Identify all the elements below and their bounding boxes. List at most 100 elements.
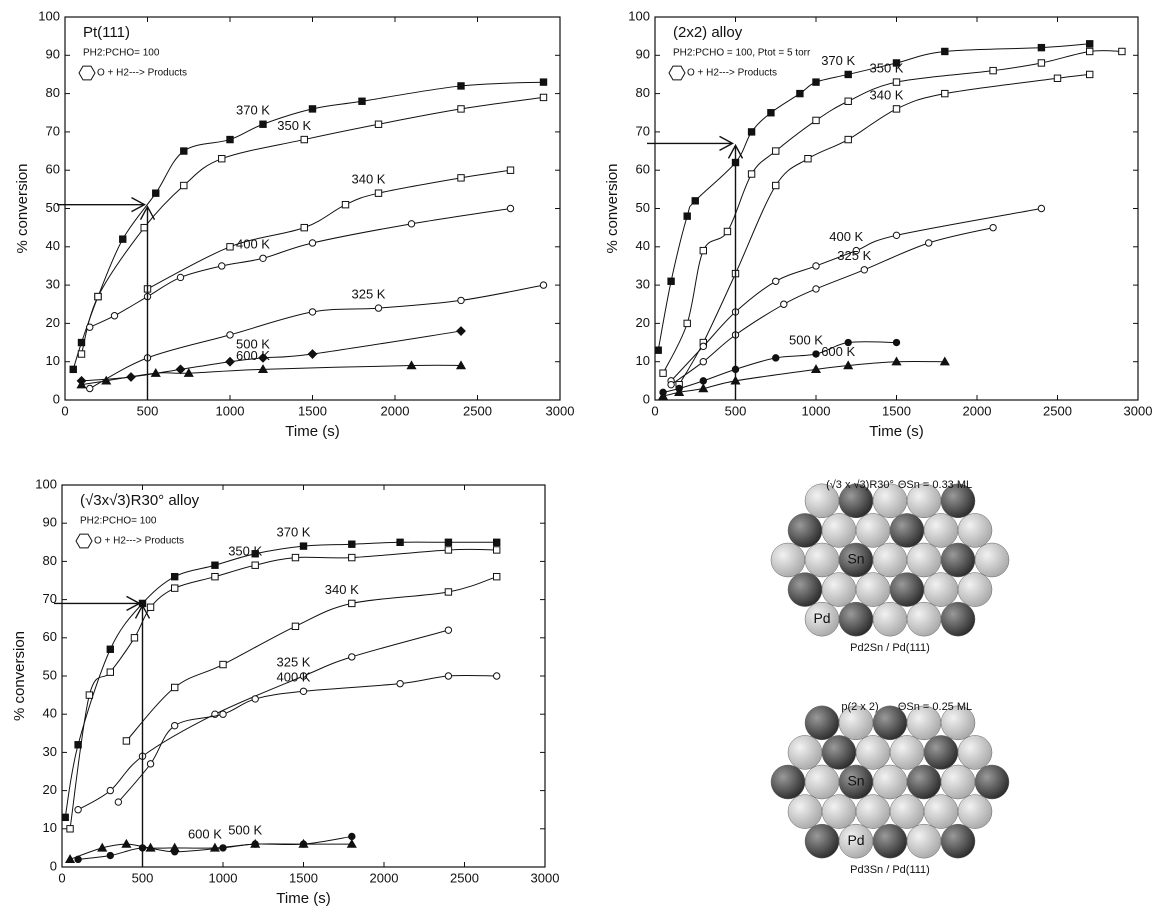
fit-curve <box>70 549 497 828</box>
data-point <box>813 117 819 123</box>
fit-curve <box>679 74 1090 384</box>
data-point <box>107 852 113 858</box>
atom <box>856 735 890 769</box>
atom <box>958 795 992 829</box>
atom <box>805 543 839 577</box>
atom <box>788 573 822 607</box>
x-tick-label: 2000 <box>381 403 410 418</box>
data-point <box>540 282 546 288</box>
data-point <box>219 263 225 269</box>
atom <box>941 602 975 636</box>
data-point <box>131 635 137 641</box>
y-axis-title: % conversion <box>14 163 31 253</box>
data-point <box>668 381 674 387</box>
data-point <box>226 358 234 366</box>
data-point <box>507 205 513 211</box>
data-point <box>219 156 225 162</box>
conditions: PH2:PCHO= 100 <box>80 516 157 527</box>
series-label: 370 K <box>277 525 311 540</box>
atom <box>788 795 822 829</box>
series-label: 370 K <box>821 53 855 68</box>
series-label: 340 K <box>325 582 359 597</box>
y-tick-label: 70 <box>46 123 60 138</box>
x-tick-label: 1000 <box>802 403 831 418</box>
data-point <box>748 171 754 177</box>
data-point <box>115 799 121 805</box>
series-label: 500 K <box>789 332 823 347</box>
diagram-title: (√3 x √3)R30° <box>826 479 894 491</box>
x-tick-label: 1000 <box>209 870 238 885</box>
y-tick-label: 90 <box>46 47 60 62</box>
data-point <box>252 696 258 702</box>
data-point <box>990 224 996 230</box>
data-point <box>375 305 381 311</box>
x-tick-label: 500 <box>132 870 154 885</box>
atom <box>958 513 992 547</box>
data-point <box>445 547 451 553</box>
data-point <box>212 573 218 579</box>
data-point <box>171 844 179 851</box>
y-tick-label: 40 <box>46 238 60 253</box>
data-point <box>926 240 932 246</box>
diagram-title: p(2 x 2) <box>841 701 878 713</box>
conditions: PH2:PCHO = 100, Ptot = 5 torr <box>673 48 811 59</box>
atom <box>873 824 907 858</box>
data-point <box>309 309 315 315</box>
y-tick-label: 10 <box>636 353 650 368</box>
series-label: 340 K <box>870 87 904 102</box>
data-point <box>87 324 93 330</box>
atom <box>822 573 856 607</box>
data-point <box>813 79 819 85</box>
data-point <box>70 366 76 372</box>
reactant-ring <box>669 66 685 80</box>
data-point <box>684 213 690 219</box>
data-point <box>1087 48 1093 54</box>
atom <box>890 573 924 607</box>
data-point <box>408 221 414 227</box>
data-point <box>309 240 315 246</box>
x-tick-label: 0 <box>651 403 658 418</box>
atom <box>822 795 856 829</box>
reaction: O + H2---> Products <box>687 68 777 79</box>
y-tick-label: 30 <box>43 744 57 759</box>
pd-label: Pd <box>847 832 864 848</box>
atom <box>907 543 941 577</box>
data-point <box>220 711 226 717</box>
data-point <box>692 198 698 204</box>
series-label: 350 K <box>870 61 904 76</box>
data-point <box>845 71 851 77</box>
data-point <box>845 136 851 142</box>
data-point <box>893 106 899 112</box>
data-point <box>78 351 84 357</box>
data-point <box>1087 41 1093 47</box>
data-point <box>342 201 348 207</box>
atom <box>924 735 958 769</box>
data-point <box>1054 75 1060 81</box>
x-tick-label: 2500 <box>463 403 492 418</box>
atom <box>975 765 1009 799</box>
x-tick-label: 0 <box>61 403 68 418</box>
y-tick-label: 60 <box>636 162 650 177</box>
fit-curve <box>82 365 462 384</box>
data-point <box>220 661 226 667</box>
data-point <box>176 365 184 373</box>
data-point <box>300 543 306 549</box>
atom <box>873 602 907 636</box>
atom <box>941 765 975 799</box>
y-tick-label: 90 <box>43 515 57 530</box>
atom <box>839 602 873 636</box>
data-point <box>445 627 451 633</box>
x-axis-title: Time (s) <box>869 423 923 440</box>
data-point <box>123 738 129 744</box>
data-point <box>893 79 899 85</box>
data-point <box>668 278 674 284</box>
data-point <box>172 573 178 579</box>
data-point <box>147 761 153 767</box>
sn-label: Sn <box>847 773 864 789</box>
data-point <box>349 600 355 606</box>
data-point <box>260 121 266 127</box>
data-point <box>700 343 706 349</box>
y-tick-label: 20 <box>636 315 650 330</box>
data-point <box>75 807 81 813</box>
data-point <box>893 339 899 345</box>
